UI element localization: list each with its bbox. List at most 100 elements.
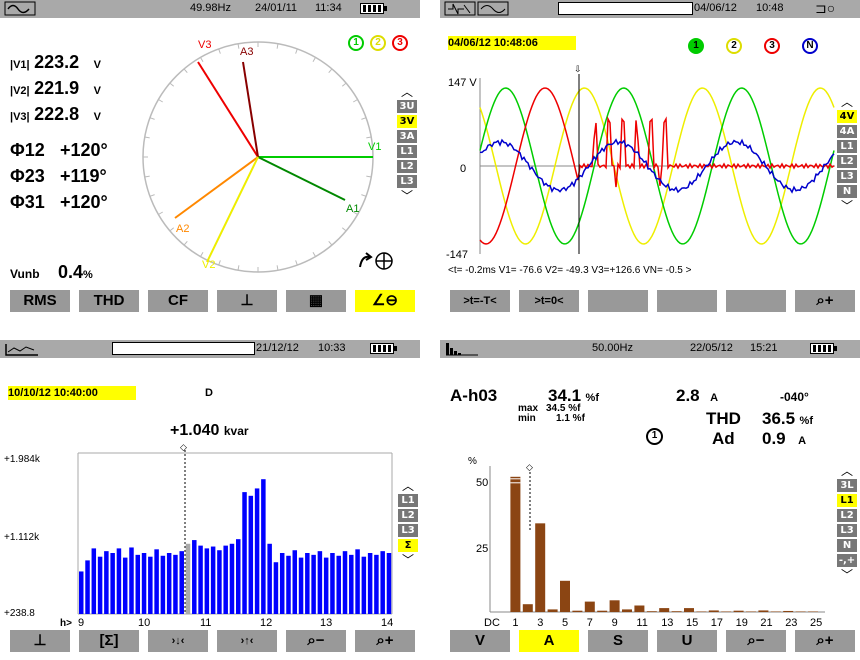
tab-sequence[interactable]: -,+ (837, 554, 857, 567)
trend-bar (217, 550, 222, 614)
trend-bar (286, 555, 291, 614)
x-tick: 25 (810, 617, 822, 629)
x-tick: 3 (537, 617, 543, 629)
angle-tick (353, 211, 358, 215)
tab-l2[interactable]: L2 (837, 509, 857, 522)
tab-l2[interactable]: L2 (398, 509, 418, 522)
battery-icon (360, 3, 387, 14)
empty-button-3[interactable] (588, 290, 650, 312)
zoom-in-button[interactable]: ⌕+ (795, 630, 857, 652)
memory-bar (112, 342, 255, 355)
thd-value: THD 36.5 %f (706, 409, 813, 428)
tab-n[interactable]: N (837, 185, 857, 198)
tab-l3[interactable]: L3 (397, 175, 417, 188)
angle-tick (312, 252, 316, 257)
angle-phi12: Φ12 +120° (10, 140, 108, 160)
power-button[interactable]: S (588, 630, 650, 652)
chevron-up-icon[interactable]: ︿ (840, 464, 853, 478)
cursor-button[interactable]: ⊥ (10, 630, 72, 652)
cursor-icon: ⊥ (240, 292, 254, 309)
trend-bar (380, 551, 385, 614)
angle-tick (158, 211, 163, 215)
phase-1-indicator: 1 (348, 35, 364, 51)
zoom-out-button[interactable]: ⌕− (286, 630, 348, 652)
angle-tick (341, 82, 347, 87)
empty-button-5[interactable] (726, 290, 788, 312)
tab-n[interactable]: N (837, 539, 857, 552)
plug-icon: ⊐○ (815, 0, 836, 16)
y-zero-label: 0 (460, 163, 466, 175)
vector-panel: 49.98Hz 24/01/11 11:34 1 2 3 |V1| 223.2 … (0, 0, 420, 320)
cursor-marker-icon: ◇ (526, 462, 533, 472)
table-button[interactable]: ▦ (286, 290, 348, 312)
rms-button[interactable]: RMS (10, 290, 72, 312)
trend-bar (317, 551, 323, 614)
cursor-icon: ⊥ (33, 632, 47, 649)
tab-3u[interactable]: 3U (397, 100, 417, 113)
tab-l1[interactable]: L1 (398, 494, 418, 507)
thd-button[interactable]: THD (79, 290, 141, 312)
empty-button-4[interactable] (657, 290, 719, 312)
tab-l2[interactable]: L2 (837, 155, 857, 168)
goto-t-zero-button[interactable]: >t=0< (519, 290, 581, 312)
tab-3v[interactable]: 3V (397, 115, 417, 128)
harmonics-icon (446, 343, 478, 356)
tab-3a[interactable]: 3A (397, 130, 417, 143)
memory-bar (558, 2, 693, 15)
chevron-down-icon[interactable]: ﹀ (401, 553, 414, 567)
harmonic-bar (572, 610, 583, 612)
cursor-button[interactable]: ⊥ (217, 290, 279, 312)
angle-tick (312, 57, 316, 62)
chevron-down-icon[interactable]: ﹀ (840, 568, 853, 582)
goto-t-minus-t-button[interactable]: >t=-T< (450, 290, 512, 312)
tab-4v[interactable]: 4V (837, 110, 857, 123)
zoom-in-button[interactable]: ⌕+ (795, 290, 857, 312)
trend-bar (261, 479, 266, 614)
tab-l2[interactable]: L2 (397, 160, 417, 173)
y-label-bottom: +238.8 (4, 608, 35, 619)
tab-3l[interactable]: 3L (837, 479, 857, 492)
tab-l1[interactable]: L1 (837, 140, 857, 153)
zoom-in-button[interactable]: ⌕+ (355, 630, 417, 652)
sum-button[interactable]: [Σ] (79, 630, 141, 652)
vector-label-v1: V1 (368, 141, 381, 153)
angle-tick (353, 99, 358, 103)
trend-bar (242, 492, 247, 614)
angle-tick (158, 99, 163, 103)
trend-bar (160, 555, 166, 614)
battery-icon (810, 343, 837, 354)
min-button[interactable]: ›↓‹ (148, 630, 210, 652)
trend-bar (192, 540, 197, 614)
max-button[interactable]: ›↑‹ (217, 630, 279, 652)
tab-l3[interactable]: L3 (837, 524, 857, 537)
chevron-down-icon[interactable]: ﹀ (840, 199, 853, 213)
phase-selector: ︿ 3L L1 L2 L3 N -,+ ﹀ (837, 465, 857, 595)
current-button[interactable]: A (519, 630, 581, 652)
vector-button[interactable]: ∠⊖ (355, 290, 417, 312)
tab-l3[interactable]: L3 (398, 524, 418, 537)
trend-bar (204, 548, 210, 614)
tab-sum[interactable]: Σ (398, 539, 418, 552)
angle-tick (361, 194, 367, 197)
cf-button[interactable]: CF (148, 290, 210, 312)
status-bar: 50.00Hz 22/05/12 15:21 (440, 340, 860, 358)
phase-voltage-button[interactable]: U (657, 630, 719, 652)
tab-l3[interactable]: L3 (837, 170, 857, 183)
distortion-amps: Ad 0.9 A (712, 429, 807, 448)
min-arrow-icon: ›↓‹ (171, 635, 185, 647)
harmonic-bar (510, 476, 521, 612)
chevron-up-icon[interactable]: ︿ (400, 85, 413, 99)
trend-bar (79, 571, 84, 614)
angle-tick (237, 265, 240, 271)
angle-tick (366, 175, 372, 178)
chevron-up-icon[interactable]: ︿ (840, 95, 853, 109)
voltage-button[interactable]: V (450, 630, 512, 652)
chevron-up-icon[interactable]: ︿ (401, 479, 414, 493)
tab-4a[interactable]: 4A (837, 125, 857, 138)
angle-tick (149, 117, 155, 120)
tab-l1[interactable]: L1 (397, 145, 417, 158)
chevron-down-icon[interactable]: ﹀ (400, 189, 413, 203)
tab-l1[interactable]: L1 (837, 494, 857, 507)
x-tick: 17 (711, 617, 723, 629)
zoom-out-button[interactable]: ⌕− (726, 630, 788, 652)
